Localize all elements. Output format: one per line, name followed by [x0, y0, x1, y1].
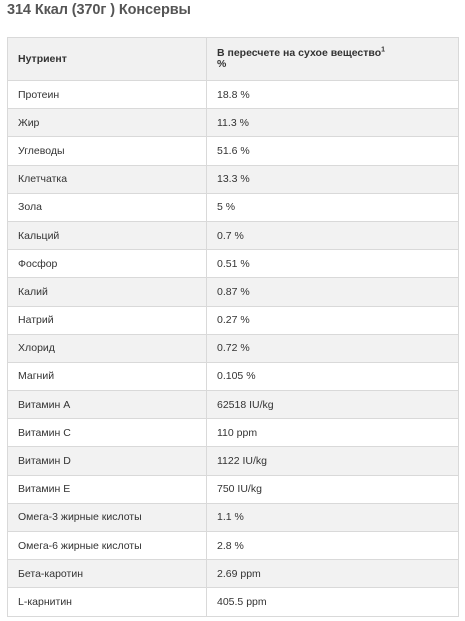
nutrient-value: 0.72 % [206, 333, 459, 363]
table-row: Клетчатка 13.3 % [7, 164, 459, 194]
nutrient-name: Витамин E [7, 474, 207, 504]
nutrient-name: Протеин [7, 79, 207, 110]
column-header-unit: % [217, 58, 227, 70]
nutrient-value: 1.1 % [206, 502, 459, 533]
table-row: Натрий 0.27 % [7, 305, 459, 335]
nutrient-name: Кальций [7, 220, 207, 251]
nutrient-value: 405.5 ppm [206, 587, 459, 617]
nutrient-name: Витамин D [7, 446, 207, 476]
table-row: Углеводы 51.6 % [7, 136, 459, 166]
nutrient-value: 13.3 % [206, 164, 459, 194]
table-row: Витамин C 110 ppm [7, 418, 459, 448]
nutrient-name: Жир [7, 108, 207, 138]
nutrient-name: Омега-6 жирные кислоты [7, 530, 207, 561]
nutrient-value: 0.27 % [206, 305, 459, 335]
table-row: Витамин A 62518 IU/kg [7, 390, 459, 420]
table-row: Магний 0.105 % [7, 361, 459, 392]
column-header-value: В пересчете на сухое вещество1 % [206, 37, 459, 81]
nutrient-value: 0.105 % [206, 361, 459, 392]
nutrient-value: 62518 IU/kg [206, 390, 459, 420]
nutrient-value: 0.7 % [206, 220, 459, 251]
nutrient-name: Клетчатка [7, 164, 207, 194]
nutrient-name: Омега-3 жирные кислоты [7, 502, 207, 533]
nutrient-value: 110 ppm [206, 418, 459, 448]
table-header-row: Нутриент В пересчете на сухое вещество1 … [7, 37, 459, 81]
table-row: Омега-6 жирные кислоты 2.8 % [7, 530, 459, 561]
nutrient-value: 11.3 % [206, 108, 459, 138]
table-row: Витамин E 750 IU/kg [7, 474, 459, 504]
nutrient-value: 1122 IU/kg [206, 446, 459, 476]
nutrient-value: 2.8 % [206, 530, 459, 561]
nutrient-value: 750 IU/kg [206, 474, 459, 504]
nutrient-name: Витамин A [7, 390, 207, 420]
table-row: Бета-каротин 2.69 ppm [7, 559, 459, 589]
nutrient-value: 18.8 % [206, 79, 459, 110]
table-row: Кальций 0.7 % [7, 220, 459, 251]
page-title: 314 Ккал (370г ) Консервы [7, 2, 191, 18]
table-row: Жир 11.3 % [7, 108, 459, 138]
nutrient-value: 51.6 % [206, 136, 459, 166]
nutrient-value: 5 % [206, 192, 459, 222]
table-row: Хлорид 0.72 % [7, 333, 459, 363]
table-row: L-карнитин 405.5 ppm [7, 587, 459, 617]
nutrient-name: L-карнитин [7, 587, 207, 617]
nutrient-name: Зола [7, 192, 207, 222]
nutrient-name: Калий [7, 277, 207, 307]
nutrient-value: 0.87 % [206, 277, 459, 307]
column-header-nutrient: Нутриент [7, 37, 207, 81]
nutrient-table: Нутриент В пересчете на сухое вещество1 … [7, 37, 459, 617]
nutrient-value: 2.69 ppm [206, 559, 459, 589]
footnote-marker: 1 [381, 46, 386, 54]
nutrient-name: Фосфор [7, 249, 207, 279]
nutrient-name: Углеводы [7, 136, 207, 166]
column-header-value-text: В пересчете на сухое вещество [217, 47, 382, 59]
nutrient-name: Витамин C [7, 418, 207, 448]
table-row: Омега-3 жирные кислоты 1.1 % [7, 502, 459, 533]
nutrient-name: Бета-каротин [7, 559, 207, 589]
table-row: Протеин 18.8 % [7, 79, 459, 110]
table-row: Фосфор 0.51 % [7, 249, 459, 279]
nutrient-value: 0.51 % [206, 249, 459, 279]
table-row: Калий 0.87 % [7, 277, 459, 307]
nutrient-name: Хлорид [7, 333, 207, 363]
nutrient-name: Натрий [7, 305, 207, 335]
table-body: Протеин 18.8 % Жир 11.3 % Углеводы 51.6 % Клет… [7, 79, 459, 617]
table-row: Витамин D 1122 IU/kg [7, 446, 459, 476]
table-row: Зола 5 % [7, 192, 459, 222]
nutrient-name: Магний [7, 361, 207, 392]
